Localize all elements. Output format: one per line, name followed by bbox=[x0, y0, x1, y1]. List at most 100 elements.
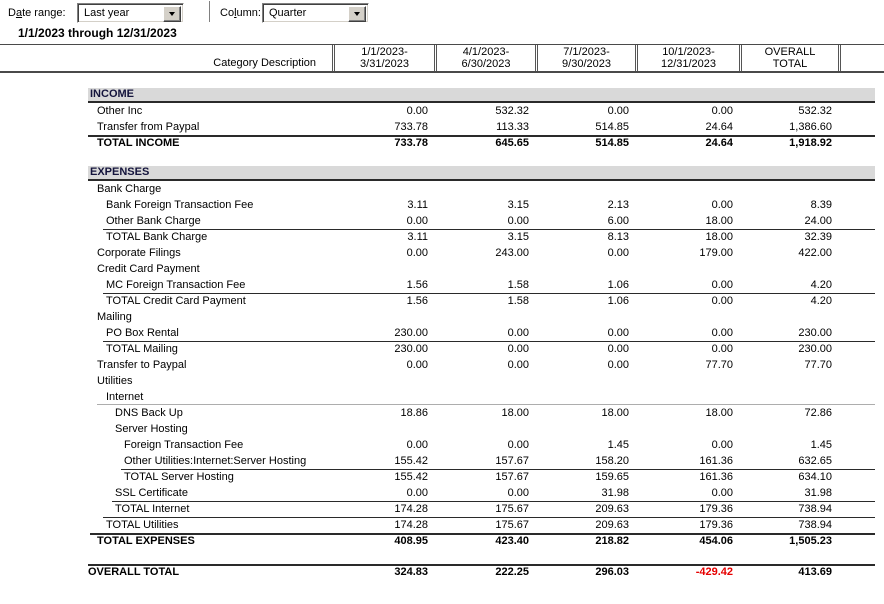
amount-cell[interactable]: 422.00 bbox=[798, 247, 832, 259]
amount-cell[interactable]: 230.00 bbox=[394, 343, 428, 355]
amount-cell[interactable]: 0.00 bbox=[507, 359, 529, 371]
amount-cell[interactable]: 0.00 bbox=[607, 105, 629, 117]
amount-cell[interactable]: 0.00 bbox=[711, 487, 733, 499]
amount-cell[interactable]: 0.00 bbox=[607, 327, 629, 339]
amount-cell[interactable]: 218.82 bbox=[595, 535, 629, 547]
amount-cell[interactable]: 514.85 bbox=[595, 121, 629, 133]
amount-cell[interactable]: 0.00 bbox=[711, 327, 733, 339]
amount-cell[interactable]: 230.00 bbox=[798, 343, 832, 355]
amount-cell[interactable]: 296.03 bbox=[595, 566, 629, 578]
amount-cell[interactable]: 0.00 bbox=[507, 343, 529, 355]
amount-cell[interactable]: 155.42 bbox=[394, 471, 428, 483]
amount-cell[interactable]: 18.00 bbox=[705, 407, 733, 419]
amount-cell[interactable]: 8.39 bbox=[810, 199, 832, 211]
amount-cell[interactable]: 31.98 bbox=[804, 487, 832, 499]
amount-cell[interactable]: 179.00 bbox=[699, 247, 733, 259]
amount-cell[interactable]: 408.95 bbox=[394, 535, 428, 547]
amount-cell[interactable]: 0.00 bbox=[711, 439, 733, 451]
column-select[interactable]: Quarter bbox=[262, 3, 369, 23]
amount-cell[interactable]: 0.00 bbox=[406, 247, 428, 259]
amount-cell[interactable]: 634.10 bbox=[798, 471, 832, 483]
amount-cell[interactable]: 0.00 bbox=[507, 215, 529, 227]
amount-cell[interactable]: 0.00 bbox=[607, 359, 629, 371]
amount-cell[interactable]: 1.06 bbox=[607, 279, 629, 291]
amount-cell[interactable]: 18.00 bbox=[501, 407, 529, 419]
amount-cell[interactable]: 24.00 bbox=[804, 215, 832, 227]
amount-cell[interactable]: 24.64 bbox=[705, 121, 733, 133]
amount-cell[interactable]: 32.39 bbox=[804, 231, 832, 243]
amount-cell[interactable]: 0.00 bbox=[711, 295, 733, 307]
amount-cell[interactable]: 0.00 bbox=[406, 439, 428, 451]
amount-cell[interactable]: 243.00 bbox=[495, 247, 529, 259]
amount-cell[interactable]: 324.83 bbox=[394, 566, 428, 578]
date-range-select[interactable]: Last year bbox=[77, 3, 184, 23]
column-dropdown-button[interactable] bbox=[348, 6, 366, 22]
amount-cell[interactable]: 209.63 bbox=[595, 503, 629, 515]
amount-cell[interactable]: 532.32 bbox=[495, 105, 529, 117]
amount-cell[interactable]: 161.36 bbox=[699, 455, 733, 467]
amount-cell[interactable]: 0.00 bbox=[507, 487, 529, 499]
amount-cell[interactable]: 174.28 bbox=[394, 519, 428, 531]
amount-cell[interactable]: 1.06 bbox=[607, 295, 629, 307]
amount-cell[interactable]: 1,386.60 bbox=[789, 121, 832, 133]
amount-cell[interactable]: 1.45 bbox=[810, 439, 832, 451]
amount-cell[interactable]: 222.25 bbox=[495, 566, 529, 578]
amount-cell[interactable]: 0.00 bbox=[406, 215, 428, 227]
amount-cell[interactable]: 179.36 bbox=[699, 503, 733, 515]
amount-cell[interactable]: 230.00 bbox=[394, 327, 428, 339]
amount-cell[interactable]: 77.70 bbox=[705, 359, 733, 371]
amount-cell[interactable]: 77.70 bbox=[804, 359, 832, 371]
amount-cell[interactable]: 0.00 bbox=[711, 343, 733, 355]
amount-cell[interactable]: 0.00 bbox=[711, 279, 733, 291]
amount-cell[interactable]: 738.94 bbox=[798, 519, 832, 531]
amount-cell[interactable]: 72.86 bbox=[804, 407, 832, 419]
amount-cell[interactable]: 157.67 bbox=[495, 471, 529, 483]
amount-cell[interactable]: 31.98 bbox=[601, 487, 629, 499]
amount-cell[interactable]: 3.11 bbox=[407, 231, 428, 243]
amount-cell[interactable]: 413.69 bbox=[798, 566, 832, 578]
amount-cell[interactable]: 113.33 bbox=[496, 121, 529, 133]
amount-cell[interactable]: -429.42 bbox=[695, 566, 733, 578]
amount-cell[interactable]: 161.36 bbox=[699, 471, 733, 483]
amount-cell[interactable]: 159.65 bbox=[595, 471, 629, 483]
amount-cell[interactable]: 738.94 bbox=[798, 503, 832, 515]
amount-cell[interactable]: 0.00 bbox=[406, 359, 428, 371]
amount-cell[interactable]: 2.13 bbox=[607, 199, 629, 211]
amount-cell[interactable]: 3.15 bbox=[507, 199, 529, 211]
amount-cell[interactable]: 155.42 bbox=[394, 455, 428, 467]
amount-cell[interactable]: 18.00 bbox=[601, 407, 629, 419]
amount-cell[interactable]: 18.00 bbox=[705, 215, 733, 227]
amount-cell[interactable]: 1.58 bbox=[507, 279, 529, 291]
amount-cell[interactable]: 230.00 bbox=[798, 327, 832, 339]
amount-cell[interactable]: 8.13 bbox=[607, 231, 629, 243]
amount-cell[interactable]: 1,918.92 bbox=[789, 137, 832, 149]
amount-cell[interactable]: 4.20 bbox=[810, 279, 832, 291]
amount-cell[interactable]: 1.56 bbox=[406, 295, 428, 307]
date-range-dropdown-button[interactable] bbox=[163, 6, 181, 22]
amount-cell[interactable]: 18.00 bbox=[705, 231, 733, 243]
amount-cell[interactable]: 175.67 bbox=[495, 519, 529, 531]
amount-cell[interactable]: 0.00 bbox=[507, 439, 529, 451]
amount-cell[interactable]: 157.67 bbox=[495, 455, 529, 467]
amount-cell[interactable]: 632.65 bbox=[798, 455, 832, 467]
amount-cell[interactable]: 514.85 bbox=[595, 137, 629, 149]
amount-cell[interactable]: 1,505.23 bbox=[789, 535, 832, 547]
amount-cell[interactable]: 532.32 bbox=[798, 105, 832, 117]
amount-cell[interactable]: 645.65 bbox=[495, 137, 529, 149]
amount-cell[interactable]: 179.36 bbox=[699, 519, 733, 531]
amount-cell[interactable]: 1.56 bbox=[406, 279, 428, 291]
amount-cell[interactable]: 6.00 bbox=[607, 215, 629, 227]
amount-cell[interactable]: 1.58 bbox=[507, 295, 529, 307]
amount-cell[interactable]: 4.20 bbox=[810, 295, 832, 307]
amount-cell[interactable]: 423.40 bbox=[495, 535, 529, 547]
amount-cell[interactable]: 175.67 bbox=[495, 503, 529, 515]
amount-cell[interactable]: 174.28 bbox=[394, 503, 428, 515]
amount-cell[interactable]: 0.00 bbox=[607, 343, 629, 355]
amount-cell[interactable]: 3.15 bbox=[507, 231, 529, 243]
amount-cell[interactable]: 18.86 bbox=[400, 407, 428, 419]
amount-cell[interactable]: 733.78 bbox=[394, 137, 428, 149]
amount-cell[interactable]: 24.64 bbox=[705, 137, 733, 149]
amount-cell[interactable]: 0.00 bbox=[406, 105, 428, 117]
amount-cell[interactable]: 454.06 bbox=[699, 535, 733, 547]
amount-cell[interactable]: 733.78 bbox=[394, 121, 428, 133]
